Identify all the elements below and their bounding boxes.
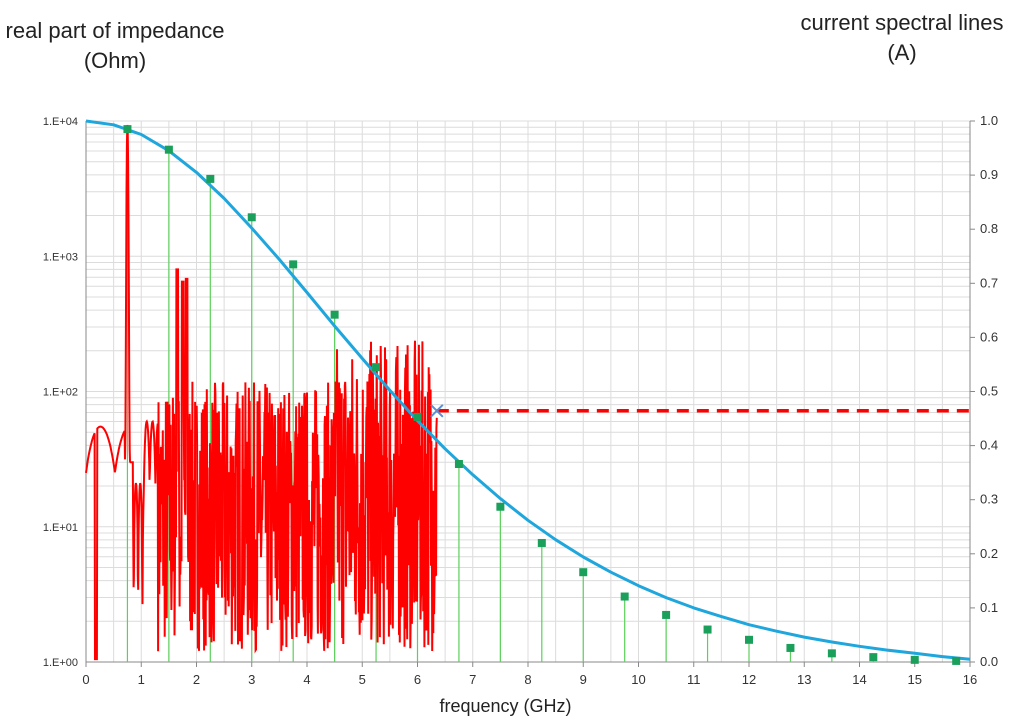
spectral-marker [123,125,132,134]
spectral-marker [662,610,671,619]
left-axis-title: real part of impedance (Ohm) [5,18,225,73]
x-tick-label: 6 [414,672,421,687]
impedance-curve [85,124,970,661]
x-tick-label: 7 [469,672,476,687]
axes [85,120,975,667]
end-marker-stroke-b [430,404,444,418]
spectral-marker [206,174,215,183]
x-tick-label: 16 [963,672,977,687]
spectral-marker [454,459,463,468]
y-left-tick-label: 1.E+04 [43,116,78,128]
x-tick-label: 3 [248,672,255,687]
y-right-tick-label: 1.0 [980,113,998,128]
spectral-marker [413,412,422,421]
spectral-marker [703,625,712,634]
envelope-curve [85,119,971,661]
spectral-marker [537,538,546,547]
x-tick-label: 9 [580,672,587,687]
y-right-tick-label: 0.2 [980,546,998,561]
impedance-line [85,124,438,661]
spectral-marker [620,592,629,601]
spectral-marker [827,649,836,658]
y-right-tick-label: 0.1 [980,600,998,615]
y-right-tick-label: 0.4 [980,438,998,453]
spectral-marker [372,363,381,372]
y-right-tick-label: 0.3 [980,492,998,507]
spectral-marker [330,310,339,319]
y-right-tick-label: 0.0 [980,654,998,669]
x-tick-label: 8 [524,672,531,687]
spectral-marker [164,145,173,154]
spectral-marker [496,502,505,511]
y-left-tick-label: 1.E+00 [43,657,78,669]
y-right-tick-label: 0.6 [980,329,998,344]
spectral-marker [579,568,588,577]
spectral-marker [745,635,753,644]
x-tick-label: 10 [631,672,645,687]
x-tick-label: 4 [303,672,310,687]
y-right-tick-label: 0.8 [980,221,998,236]
y-right-tick-label: 0.5 [980,384,998,399]
y-left-tick-label: 1.E+02 [43,387,78,399]
spectral-marker [289,260,298,269]
spectral-marker [910,655,919,664]
y-left-tick-label: 1.E+01 [43,522,78,534]
y-right-tick-label: 0.7 [980,275,998,290]
spectral-marker [247,213,256,222]
x-tick-label: 2 [193,672,200,687]
y-left-tick-label: 1.E+03 [43,251,78,263]
x-tick-label: 0 [82,672,89,687]
x-axis-title: frequency (GHz) [439,696,572,716]
x-tick-label: 12 [742,672,756,687]
envelope-line [85,119,971,661]
x-tick-label: 15 [908,672,922,687]
x-tick-label: 13 [797,672,811,687]
spectral-marker [786,643,795,652]
x-tick-label: 11 [687,672,701,687]
right-axis-title: current spectral lines (A) [800,10,1004,65]
spectral-marker [952,656,961,665]
x-tick-label: 1 [138,672,145,687]
spectral-marker [869,653,878,662]
y-right-tick-label: 0.9 [980,167,998,182]
spectral-markers [123,125,961,665]
tick-labels: 0 1 2 3 4 5 6 7 8 9 10 11 12 13 14 15 161.E+001.E+011.E+… [43,113,998,687]
x-tick-label: 14 [852,672,866,687]
x-tick-label: 5 [359,672,366,687]
